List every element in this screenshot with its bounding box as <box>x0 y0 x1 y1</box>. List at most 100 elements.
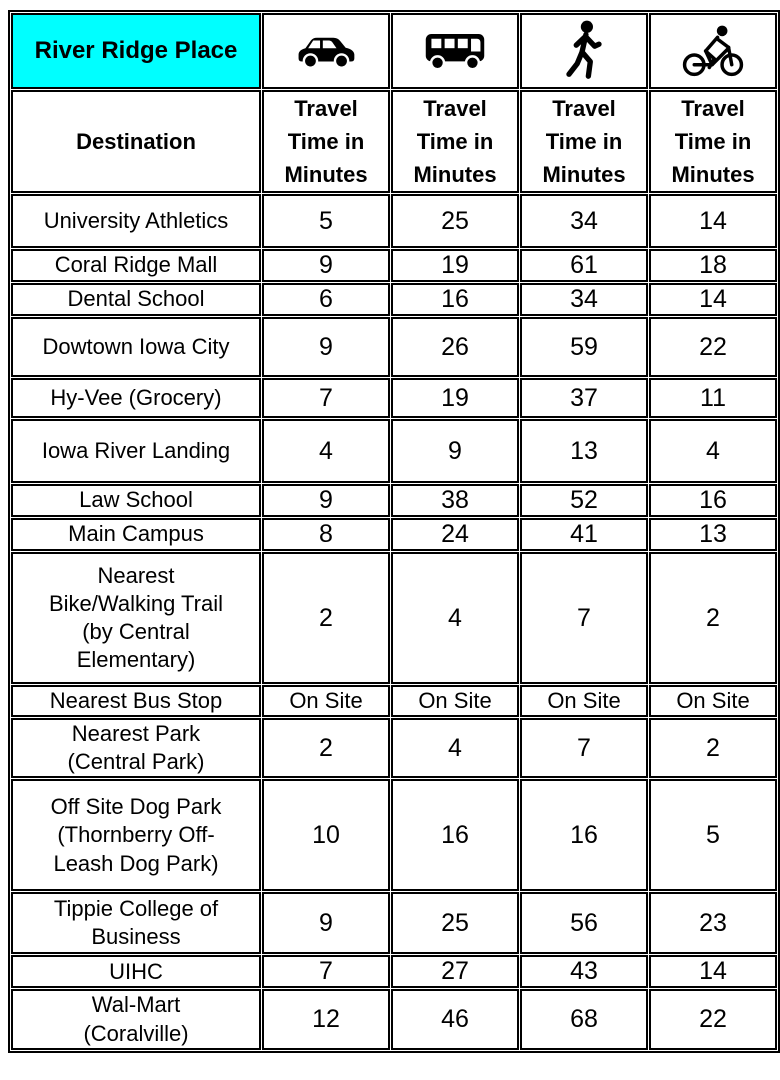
value-cell: 61 <box>520 249 648 282</box>
value-cell: 9 <box>262 892 390 955</box>
value-cell: 4 <box>262 419 390 483</box>
table-row: Nearest Park (Central Park) 2 4 7 2 <box>11 718 777 779</box>
destination-cell: Main Campus <box>11 518 261 551</box>
value-cell: 34 <box>520 283 648 316</box>
table-row: Hy-Vee (Grocery) 7 19 37 11 <box>11 378 777 418</box>
value-cell: 12 <box>262 989 390 1050</box>
table-title: River Ridge Place <box>11 13 261 89</box>
table-row: Off Site Dog Park (Thornberry Off- Leash… <box>11 779 777 892</box>
value-cell: 7 <box>262 378 390 418</box>
bus-icon <box>425 34 485 71</box>
table-row: Dental School 6 16 34 14 <box>11 283 777 316</box>
value-cell: 16 <box>391 283 519 316</box>
table-row: Main Campus 8 24 41 13 <box>11 518 777 551</box>
cyclist-icon <box>682 25 744 77</box>
destination-cell: Dental School <box>11 283 261 316</box>
value-cell: 4 <box>391 552 519 684</box>
value-cell: 41 <box>520 518 648 551</box>
value-cell: 5 <box>262 194 390 248</box>
table-row: Wal-Mart (Coralville) 12 46 68 22 <box>11 989 777 1050</box>
car-icon <box>298 37 355 69</box>
destination-cell: UIHC <box>11 955 261 989</box>
destination-cell: Wal-Mart (Coralville) <box>11 989 261 1050</box>
pedestrian-icon <box>566 20 602 79</box>
value-cell: 43 <box>520 955 648 989</box>
destination-header: Destination <box>11 90 261 193</box>
table-row: Iowa River Landing 4 9 13 4 <box>11 419 777 483</box>
value-cell: 9 <box>262 249 390 282</box>
value-cell: 25 <box>391 194 519 248</box>
table-row: Dowtown Iowa City 9 26 59 22 <box>11 317 777 377</box>
walk-time-header: Travel Time in Minutes <box>520 90 648 193</box>
value-cell: 2 <box>262 552 390 684</box>
value-cell: 7 <box>520 552 648 684</box>
table-row: Coral Ridge Mall 9 19 61 18 <box>11 249 777 282</box>
walk-column-header <box>520 13 648 89</box>
destination-cell: Nearest Bike/Walking Trail (by Central E… <box>11 552 261 684</box>
value-cell: 14 <box>649 955 777 989</box>
value-cell: 38 <box>391 484 519 517</box>
value-cell: 26 <box>391 317 519 377</box>
value-cell: 9 <box>262 317 390 377</box>
value-cell: 8 <box>262 518 390 551</box>
destination-cell: Off Site Dog Park (Thornberry Off- Leash… <box>11 779 261 892</box>
value-cell: 27 <box>391 955 519 989</box>
value-cell: 7 <box>262 955 390 989</box>
value-cell: 68 <box>520 989 648 1050</box>
destination-cell: Nearest Bus Stop <box>11 685 261 718</box>
value-cell: 52 <box>520 484 648 517</box>
destination-cell: Hy-Vee (Grocery) <box>11 378 261 418</box>
value-cell: 9 <box>391 419 519 483</box>
value-cell: 16 <box>649 484 777 517</box>
value-cell: 11 <box>649 378 777 418</box>
value-cell: 18 <box>649 249 777 282</box>
value-cell: 19 <box>391 249 519 282</box>
value-cell: 34 <box>520 194 648 248</box>
bus-column-header <box>391 13 519 89</box>
value-cell: 14 <box>649 283 777 316</box>
value-cell: 22 <box>649 989 777 1050</box>
value-cell: 37 <box>520 378 648 418</box>
bike-column-header <box>649 13 777 89</box>
bike-time-header: Travel Time in Minutes <box>649 90 777 193</box>
car-column-header <box>262 13 390 89</box>
travel-times-table: River Ridge Place <box>8 10 780 1053</box>
value-cell: 59 <box>520 317 648 377</box>
value-cell: 14 <box>649 194 777 248</box>
destination-cell: Tippie College of Business <box>11 892 261 955</box>
bus-time-header: Travel Time in Minutes <box>391 90 519 193</box>
table-row: Law School 9 38 52 16 <box>11 484 777 517</box>
value-cell: On Site <box>391 685 519 718</box>
value-cell: 7 <box>520 718 648 779</box>
table-row: Tippie College of Business 9 25 56 23 <box>11 892 777 955</box>
table-row: UIHC 7 27 43 14 <box>11 955 777 989</box>
value-cell: 56 <box>520 892 648 955</box>
destination-cell: Dowtown Iowa City <box>11 317 261 377</box>
table-row: Nearest Bike/Walking Trail (by Central E… <box>11 552 777 684</box>
icon-header-row: River Ridge Place <box>11 13 777 89</box>
value-cell: 24 <box>391 518 519 551</box>
value-cell: 22 <box>649 317 777 377</box>
value-cell: 19 <box>391 378 519 418</box>
value-cell: On Site <box>520 685 648 718</box>
car-time-header: Travel Time in Minutes <box>262 90 390 193</box>
destination-cell: Nearest Park (Central Park) <box>11 718 261 779</box>
value-cell: 25 <box>391 892 519 955</box>
value-cell: 46 <box>391 989 519 1050</box>
value-cell: 4 <box>391 718 519 779</box>
value-cell: 2 <box>649 552 777 684</box>
value-cell: 2 <box>262 718 390 779</box>
value-cell: On Site <box>649 685 777 718</box>
value-cell: 16 <box>391 779 519 892</box>
value-cell: 9 <box>262 484 390 517</box>
column-header-row: Destination Travel Time in Minutes Trave… <box>11 90 777 193</box>
value-cell: On Site <box>262 685 390 718</box>
value-cell: 23 <box>649 892 777 955</box>
destination-cell: Law School <box>11 484 261 517</box>
destination-cell: Coral Ridge Mall <box>11 249 261 282</box>
table-row: Nearest Bus Stop On Site On Site On Site… <box>11 685 777 718</box>
value-cell: 13 <box>649 518 777 551</box>
value-cell: 16 <box>520 779 648 892</box>
value-cell: 5 <box>649 779 777 892</box>
